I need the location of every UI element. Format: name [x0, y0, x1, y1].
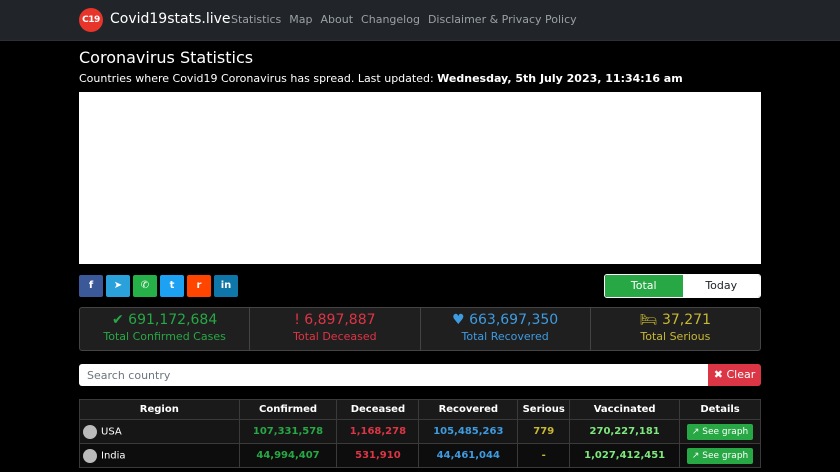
search-country-input[interactable] — [79, 364, 708, 386]
col-confirmed[interactable]: Confirmed — [238, 399, 338, 420]
subtitle-text: Countries where Covid19 Coronavirus has … — [79, 72, 438, 85]
region-name: USA — [101, 426, 122, 437]
details-cell: ↗ See graph — [679, 443, 761, 468]
nav-disclaimer[interactable]: Disclaimer & Privacy Policy — [427, 13, 577, 26]
logo-icon[interactable]: C19 — [79, 8, 103, 32]
reddit-icon[interactable]: r — [187, 275, 211, 297]
vaccinated-cell: 1,027,412,451 — [569, 443, 681, 468]
confirmed-label: Total Confirmed Cases — [103, 330, 226, 343]
deceased-cell: 531,910 — [336, 443, 420, 468]
see-graph-button[interactable]: ↗ See graph — [686, 423, 754, 440]
confirmed-cell: 44,994,407 — [238, 443, 338, 468]
chart-area — [79, 92, 761, 264]
nav-map[interactable]: Map — [289, 13, 313, 26]
serious-value: 37,271 — [661, 312, 711, 328]
col-recovered[interactable]: Recovered — [418, 399, 519, 420]
stat-deceased: ! 6,897,887 Total Deceased — [250, 308, 421, 350]
see-graph-button[interactable]: ↗ See graph — [686, 447, 754, 464]
deceased-label: Total Deceased — [293, 330, 377, 343]
today-tab[interactable]: Today — [682, 275, 760, 297]
twitter-icon[interactable]: t — [160, 275, 184, 297]
deceased-value: 6,897,887 — [304, 312, 376, 328]
col-region[interactable]: Region — [79, 399, 240, 420]
stats-summary: ✔ 691,172,684 Total Confirmed Cases ! 6,… — [79, 307, 761, 351]
telegram-icon[interactable]: ➤ — [106, 275, 130, 297]
region-name: India — [101, 450, 126, 461]
region-cell: India — [79, 443, 240, 468]
recovered-cell: 105,485,263 — [418, 419, 519, 444]
flag-icon — [83, 424, 97, 439]
exclamation-icon: ! — [294, 312, 300, 328]
deceased-cell: 1,168,278 — [336, 419, 420, 444]
navbar: C19 Covid19stats.live Statistics Map Abo… — [0, 0, 840, 41]
brand-link[interactable]: Covid19stats.live — [110, 11, 231, 27]
table-header-row: Region Confirmed Deceased Recovered Seri… — [79, 399, 761, 420]
flag-icon — [83, 448, 97, 463]
total-today-toggle: Total Today — [604, 274, 761, 298]
last-updated: Wednesday, 5th July 2023, 11:34:16 am — [437, 72, 683, 85]
stat-confirmed: ✔ 691,172,684 Total Confirmed Cases — [80, 308, 251, 350]
times-circle-icon: ✖ — [713, 368, 723, 381]
page-subtitle: Countries where Covid19 Coronavirus has … — [79, 72, 683, 85]
heartbeat-icon: ♥ — [452, 312, 465, 328]
table-row: India 44,994,407 531,910 44,461,044 - 1,… — [79, 443, 761, 468]
line-chart-icon: ↗ — [691, 450, 700, 461]
serious-cell: - — [517, 443, 571, 468]
col-deceased[interactable]: Deceased — [336, 399, 420, 420]
nav-statistics[interactable]: Statistics — [231, 13, 282, 26]
confirmed-value: 691,172,684 — [128, 312, 218, 328]
recovered-value: 663,697,350 — [469, 312, 559, 328]
vaccinated-cell: 270,227,181 — [569, 419, 681, 444]
page-title: Coronavirus Statistics — [79, 48, 254, 67]
clear-button[interactable]: ✖ Clear — [708, 364, 761, 386]
check-icon: ✔ — [111, 312, 124, 328]
see-graph-label: See graph — [702, 450, 749, 461]
country-table: Region Confirmed Deceased Recovered Seri… — [79, 399, 761, 468]
recovered-label: Total Recovered — [461, 330, 549, 343]
bed-icon: 🛏 — [639, 312, 658, 328]
region-cell: USA — [79, 419, 240, 444]
share-buttons: f ➤ ✆ t r in — [79, 275, 241, 297]
serious-label: Total Serious — [640, 330, 711, 343]
facebook-icon[interactable]: f — [79, 275, 103, 297]
col-serious[interactable]: Serious — [517, 399, 571, 420]
col-details: Details — [679, 399, 761, 420]
table-row: USA 107,331,578 1,168,278 105,485,263 77… — [79, 419, 761, 444]
confirmed-cell: 107,331,578 — [238, 419, 338, 444]
details-cell: ↗ See graph — [679, 419, 761, 444]
nav-changelog[interactable]: Changelog — [361, 13, 420, 26]
linkedin-icon[interactable]: in — [214, 275, 238, 297]
total-tab[interactable]: Total — [605, 275, 683, 297]
nav-about[interactable]: About — [320, 13, 354, 26]
nav-menu: Statistics Map About Changelog Disclaime… — [231, 13, 585, 26]
see-graph-label: See graph — [702, 426, 749, 437]
stat-serious: 🛏 37,271 Total Serious — [591, 308, 760, 350]
serious-cell: 779 — [517, 419, 571, 444]
stat-recovered: ♥ 663,697,350 Total Recovered — [421, 308, 591, 350]
clear-label: Clear — [726, 368, 756, 381]
whatsapp-icon[interactable]: ✆ — [133, 275, 157, 297]
recovered-cell: 44,461,044 — [418, 443, 519, 468]
line-chart-icon: ↗ — [691, 426, 700, 437]
col-vaccinated[interactable]: Vaccinated — [569, 399, 681, 420]
